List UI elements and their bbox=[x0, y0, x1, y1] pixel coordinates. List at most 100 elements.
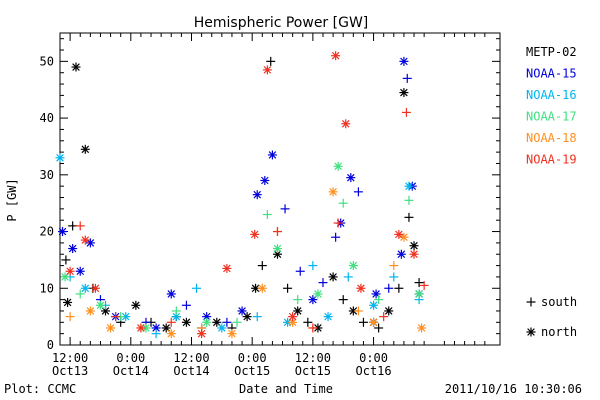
x-tick-label-date: Oct15 bbox=[234, 364, 270, 378]
data-point-south bbox=[374, 323, 384, 333]
data-point-north bbox=[166, 329, 176, 339]
series-noaa-18 bbox=[65, 187, 427, 339]
data-point-north bbox=[237, 306, 247, 316]
data-point-south bbox=[318, 278, 328, 288]
data-point-south bbox=[293, 295, 303, 305]
marker-stroke bbox=[76, 267, 85, 276]
marker-stroke bbox=[137, 324, 145, 332]
marker-stroke bbox=[86, 239, 95, 247]
marker-stroke bbox=[400, 233, 408, 242]
marker-stroke bbox=[162, 324, 171, 332]
data-point-north bbox=[371, 289, 381, 299]
y-tick-label: 30 bbox=[40, 168, 54, 182]
data-point-north bbox=[95, 300, 105, 310]
plot-timestamp: 2011/10/16 10:30:06 bbox=[445, 382, 582, 396]
y-tick-label: 40 bbox=[40, 111, 54, 125]
marker-stroke bbox=[167, 290, 176, 298]
data-point-south bbox=[338, 295, 348, 305]
marker-stroke bbox=[81, 145, 90, 154]
data-point-north bbox=[166, 289, 176, 299]
data-point-north bbox=[197, 329, 207, 339]
data-point-north bbox=[272, 249, 282, 259]
data-point-south bbox=[222, 317, 232, 327]
marker-stroke bbox=[334, 162, 342, 171]
data-point-north bbox=[323, 312, 333, 322]
y-tick-label: 10 bbox=[40, 281, 54, 295]
legend-entry: NOAA-17 bbox=[526, 110, 577, 124]
marker-stroke bbox=[58, 227, 67, 236]
data-point-north bbox=[409, 241, 419, 251]
data-point-north bbox=[399, 88, 409, 98]
marker-stroke bbox=[91, 284, 100, 293]
x-tick-label-time: 0:00 bbox=[238, 351, 267, 365]
data-point-south bbox=[333, 218, 343, 228]
marker-stroke bbox=[400, 88, 408, 97]
marker-stroke bbox=[314, 324, 322, 332]
data-point-south bbox=[252, 312, 262, 322]
data-point-south bbox=[262, 210, 272, 220]
data-point-south bbox=[280, 204, 290, 214]
data-point-north bbox=[181, 317, 191, 327]
marker-stroke bbox=[258, 284, 267, 293]
data-point-south bbox=[181, 300, 191, 310]
marker-stroke bbox=[197, 329, 206, 338]
marker-stroke bbox=[349, 261, 358, 270]
plot-credit: Plot: CCMC bbox=[4, 382, 76, 396]
marker-stroke bbox=[263, 66, 272, 74]
data-point-north bbox=[346, 173, 356, 183]
marker-stroke bbox=[261, 176, 269, 185]
data-point-south bbox=[358, 317, 368, 327]
marker-stroke bbox=[106, 324, 115, 332]
data-point-south bbox=[343, 272, 353, 282]
series-metp-02 bbox=[61, 56, 424, 333]
data-point-north bbox=[136, 323, 146, 333]
data-point-north bbox=[68, 244, 78, 254]
data-point-north bbox=[333, 161, 343, 171]
x-tick-label-date: Oct16 bbox=[356, 364, 392, 378]
marker-stroke bbox=[288, 318, 297, 327]
data-point-south bbox=[414, 278, 424, 288]
data-point-south bbox=[384, 283, 394, 293]
data-point-south bbox=[379, 312, 389, 322]
data-point-north bbox=[227, 329, 237, 339]
data-point-north bbox=[252, 190, 262, 200]
marker-stroke bbox=[253, 190, 262, 199]
marker-stroke bbox=[66, 267, 74, 276]
x-axis-label: Date and Time bbox=[239, 382, 333, 396]
data-point-south bbox=[171, 306, 181, 316]
series-noaa-15 bbox=[58, 56, 424, 333]
x-tick-label-date: Oct15 bbox=[295, 364, 331, 378]
marker-stroke bbox=[397, 250, 406, 259]
data-point-south bbox=[65, 312, 75, 322]
data-point-north bbox=[348, 261, 358, 271]
marker-stroke bbox=[223, 264, 231, 273]
marker-stroke bbox=[86, 307, 95, 315]
data-point-south bbox=[266, 56, 276, 66]
data-point-north bbox=[396, 249, 406, 259]
data-point-south bbox=[308, 261, 318, 271]
marker-stroke bbox=[324, 312, 332, 321]
data-point-north bbox=[369, 317, 379, 327]
data-point-south bbox=[295, 266, 305, 276]
data-point-north bbox=[331, 51, 341, 61]
y-tick-label: 20 bbox=[40, 225, 54, 239]
marker-stroke bbox=[101, 307, 110, 315]
data-point-north bbox=[267, 150, 277, 160]
data-point-north bbox=[341, 119, 351, 129]
plot-frame bbox=[59, 32, 501, 346]
data-point-south bbox=[111, 312, 121, 322]
legend-entry: NOAA-16 bbox=[526, 88, 577, 102]
data-point-south bbox=[303, 317, 313, 327]
x-tick-label-time: 0:00 bbox=[116, 351, 145, 365]
x-axis: 12:00Oct130:00Oct1412:00Oct140:00Oct1512… bbox=[52, 33, 486, 378]
marker-stroke bbox=[81, 236, 90, 244]
plot-border bbox=[59, 32, 501, 346]
data-point-north bbox=[384, 306, 394, 316]
data-point-south bbox=[374, 295, 384, 305]
marker-stroke bbox=[121, 312, 130, 321]
marker-stroke bbox=[243, 312, 251, 321]
marker-stroke bbox=[96, 301, 105, 310]
marker-stroke bbox=[405, 182, 413, 190]
data-point-north bbox=[80, 283, 90, 293]
